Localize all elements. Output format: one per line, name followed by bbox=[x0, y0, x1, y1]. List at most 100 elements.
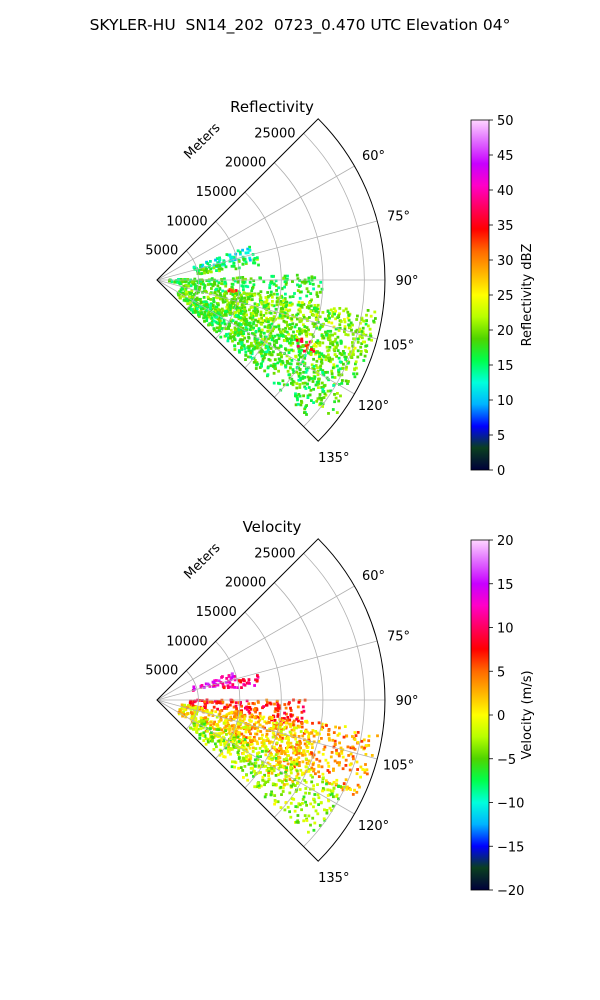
echo-gate bbox=[212, 748, 216, 751]
echo-gate bbox=[192, 714, 195, 717]
echo-gate bbox=[267, 305, 270, 309]
echo-gate bbox=[203, 700, 207, 704]
echo-gate bbox=[229, 752, 232, 756]
echo-gate bbox=[243, 315, 247, 319]
echo-gate bbox=[322, 385, 325, 389]
echo-gate bbox=[223, 744, 227, 748]
echo-gate bbox=[281, 786, 285, 790]
echo-gate bbox=[304, 780, 308, 784]
echo-gate bbox=[313, 800, 317, 804]
echo-gate bbox=[264, 353, 267, 356]
echo-gate bbox=[327, 799, 331, 803]
echo-gate bbox=[307, 759, 311, 763]
echo-gate bbox=[222, 739, 225, 742]
echo-gate bbox=[295, 382, 299, 385]
echo-gate bbox=[353, 346, 357, 350]
echo-gate bbox=[251, 766, 254, 770]
echo-gate bbox=[325, 781, 329, 784]
echo-gate bbox=[334, 309, 337, 313]
echo-gate bbox=[258, 786, 261, 789]
echo-gate bbox=[337, 797, 340, 801]
echo-gate bbox=[297, 327, 301, 330]
echo-gate bbox=[280, 771, 283, 775]
echo-gate bbox=[205, 301, 209, 305]
echo-gate bbox=[259, 297, 262, 300]
echo-gate bbox=[321, 369, 325, 372]
echo-gate bbox=[232, 302, 235, 305]
echo-gate bbox=[307, 279, 311, 283]
echo-gate bbox=[235, 328, 239, 331]
echo-gate bbox=[356, 355, 360, 359]
echo-gate bbox=[288, 810, 291, 814]
echo-gate bbox=[327, 353, 330, 357]
echo-gate bbox=[195, 279, 199, 283]
echo-gate bbox=[216, 261, 220, 265]
echo-gate bbox=[296, 330, 299, 333]
echo-gate bbox=[331, 408, 335, 411]
echo-gate bbox=[209, 282, 212, 286]
echo-gate bbox=[260, 328, 264, 332]
echo-gate bbox=[219, 743, 223, 746]
echo-gate bbox=[287, 702, 291, 706]
echo-gate bbox=[335, 346, 338, 350]
echo-gate bbox=[252, 715, 256, 719]
echo-gate bbox=[272, 327, 275, 331]
echo-gate bbox=[261, 778, 265, 782]
echo-gate bbox=[231, 685, 234, 689]
echo-gate bbox=[277, 357, 281, 361]
echo-gate bbox=[217, 281, 221, 285]
echo-gate bbox=[288, 778, 292, 781]
echo-gate bbox=[215, 728, 219, 731]
echo-gate bbox=[243, 311, 247, 315]
colorbar-label: Reflectivity dBZ bbox=[520, 244, 535, 347]
echo-gate bbox=[248, 248, 252, 252]
echo-gate bbox=[351, 793, 355, 796]
echo-gate bbox=[225, 332, 228, 336]
echo-gate bbox=[218, 326, 221, 330]
echo-gate bbox=[266, 303, 269, 306]
echo-gate bbox=[242, 322, 246, 325]
echo-gate bbox=[225, 733, 228, 736]
echo-gate bbox=[368, 327, 372, 331]
echo-gate bbox=[178, 290, 182, 294]
echo-gate bbox=[231, 743, 235, 746]
echo-gate bbox=[359, 775, 362, 779]
echo-gate bbox=[329, 755, 333, 759]
echo-gate bbox=[316, 321, 320, 324]
echo-gate bbox=[186, 278, 190, 281]
echo-gate bbox=[228, 311, 232, 315]
echo-gate bbox=[370, 754, 374, 757]
echo-gate bbox=[266, 325, 270, 329]
echo-gate bbox=[257, 263, 260, 267]
echo-gate bbox=[289, 706, 292, 710]
echo-gate bbox=[356, 314, 359, 318]
echo-gate bbox=[232, 335, 236, 338]
echo-gate bbox=[303, 355, 306, 359]
echo-gate bbox=[205, 308, 209, 312]
echo-gate bbox=[242, 678, 245, 681]
echo-gate bbox=[291, 313, 295, 317]
echo-gate bbox=[344, 778, 348, 782]
echo-gate bbox=[292, 728, 296, 732]
echo-gate bbox=[206, 738, 210, 742]
echo-gate bbox=[260, 300, 263, 304]
echo-gate bbox=[240, 720, 244, 724]
echo-gate bbox=[213, 679, 217, 683]
echo-gate bbox=[218, 753, 222, 757]
echo-gate bbox=[190, 308, 194, 311]
echo-gate bbox=[185, 292, 189, 296]
echo-gate bbox=[317, 775, 321, 778]
echo-gate bbox=[215, 701, 219, 705]
echo-gate bbox=[285, 746, 289, 750]
echo-gate bbox=[267, 337, 270, 341]
echo-gate bbox=[298, 368, 302, 371]
echo-gate bbox=[332, 384, 335, 387]
echo-gate bbox=[266, 366, 270, 370]
echo-gate bbox=[241, 338, 245, 342]
echo-gate bbox=[187, 284, 190, 288]
echo-gate bbox=[256, 320, 260, 323]
range-axis-label: Meters bbox=[182, 120, 224, 162]
echo-gate bbox=[244, 727, 248, 730]
echo-gate bbox=[315, 291, 319, 295]
echo-gate bbox=[264, 781, 267, 784]
